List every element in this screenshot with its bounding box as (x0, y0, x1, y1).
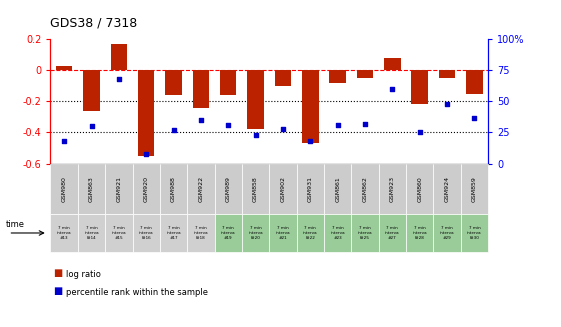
Text: 7 min
interva
l#14: 7 min interva l#14 (84, 226, 99, 240)
Point (114, 77, 123, 82)
Bar (138, 70, 154, 156)
Bar (247, 70, 264, 129)
Bar (192, 70, 209, 108)
Text: 7 min
interva
l#22: 7 min interva l#22 (303, 226, 318, 240)
Point (224, 122, 233, 128)
Point (388, 86, 397, 92)
Bar (411, 70, 428, 105)
Text: 7 min
interva
l#16: 7 min interva l#16 (139, 226, 154, 240)
Text: 7 min
interva
#29: 7 min interva #29 (440, 226, 454, 240)
Text: 7 min
interva
l#30: 7 min interva l#30 (467, 226, 482, 240)
Text: GSM988: GSM988 (171, 176, 176, 202)
Text: log ratio: log ratio (66, 270, 101, 279)
Text: GSM902: GSM902 (280, 176, 286, 202)
Point (470, 115, 479, 120)
Text: 7 min
interva
#21: 7 min interva #21 (275, 226, 290, 240)
Bar (329, 70, 346, 83)
Text: 7 min
interva
l#25: 7 min interva l#25 (358, 226, 373, 240)
Text: 7 min
interva
l#18: 7 min interva l#18 (194, 226, 208, 240)
Bar (439, 70, 455, 78)
Text: 7 min
interva
#13: 7 min interva #13 (57, 226, 71, 240)
Point (361, 121, 370, 126)
Point (87, 124, 96, 129)
Text: 7 min
interva
l#20: 7 min interva l#20 (249, 226, 263, 240)
Point (306, 139, 315, 144)
Text: time: time (6, 220, 25, 229)
Point (415, 130, 424, 135)
Text: GSM859: GSM859 (472, 176, 477, 202)
Point (333, 122, 342, 128)
Text: 7 min
interva
#15: 7 min interva #15 (112, 226, 126, 240)
Text: GSM923: GSM923 (390, 176, 395, 202)
Text: GSM920: GSM920 (144, 176, 149, 202)
Text: 7 min
interva
l#28: 7 min interva l#28 (412, 226, 427, 240)
Bar (384, 58, 401, 70)
Bar (220, 70, 236, 95)
Point (59, 139, 68, 144)
Text: ■: ■ (53, 268, 62, 278)
Text: GSM862: GSM862 (362, 176, 367, 202)
Point (169, 127, 178, 132)
Text: 7 min
interva
#19: 7 min interva #19 (221, 226, 236, 240)
Text: 7 min
interva
#17: 7 min interva #17 (166, 226, 181, 240)
Text: percentile rank within the sample: percentile rank within the sample (66, 288, 208, 297)
Bar (302, 70, 319, 143)
Text: 7 min
interva
#27: 7 min interva #27 (385, 226, 399, 240)
Text: GSM860: GSM860 (417, 176, 422, 202)
Text: ■: ■ (53, 286, 62, 296)
Bar (165, 70, 182, 95)
Point (142, 151, 151, 156)
Bar (56, 66, 72, 70)
Bar (111, 44, 127, 70)
Text: GSM924: GSM924 (444, 176, 449, 202)
Text: GSM863: GSM863 (89, 176, 94, 202)
Point (443, 101, 452, 107)
Point (278, 126, 287, 131)
Text: GSM931: GSM931 (308, 176, 313, 202)
Text: GSM921: GSM921 (116, 176, 121, 202)
Text: GSM861: GSM861 (335, 176, 340, 202)
Text: GDS38 / 7318: GDS38 / 7318 (50, 16, 138, 29)
Text: GSM989: GSM989 (226, 176, 231, 202)
Text: 7 min
interva
#23: 7 min interva #23 (330, 226, 345, 240)
Point (196, 117, 205, 123)
Text: GSM922: GSM922 (199, 176, 204, 202)
Bar (83, 70, 100, 111)
Text: GSM980: GSM980 (62, 176, 67, 202)
Bar (466, 70, 482, 94)
Text: GSM858: GSM858 (253, 176, 258, 202)
Bar (275, 70, 291, 86)
Point (251, 132, 260, 138)
Bar (357, 70, 373, 78)
